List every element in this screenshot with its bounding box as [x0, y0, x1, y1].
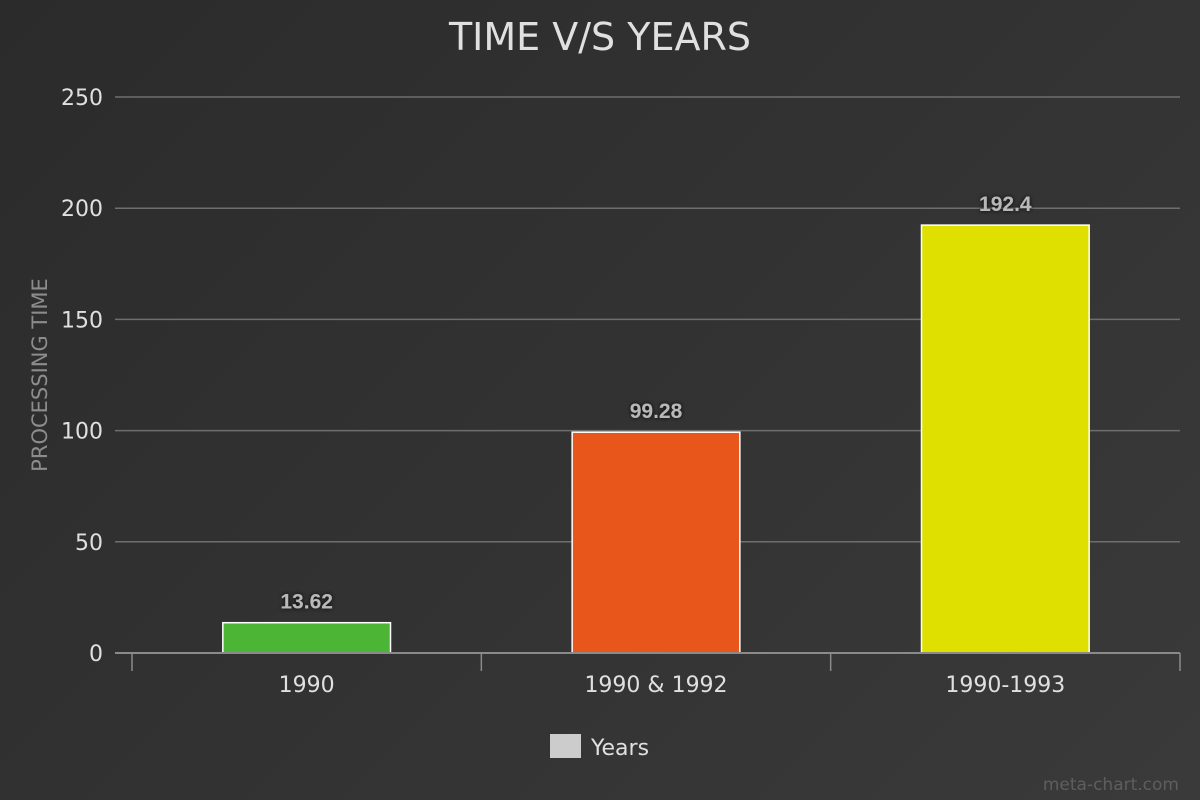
y-axis-label: PROCESSING TIME — [28, 278, 52, 472]
x-tick-label: 1990 & 1992 — [584, 673, 727, 698]
legend-label: Years — [590, 736, 649, 761]
y-tick-label: 150 — [61, 308, 103, 333]
bar[interactable] — [571, 431, 741, 654]
data-label: 13.62 — [280, 591, 333, 614]
y-axis-ticks: 0 50 100 150 200 250 — [61, 86, 103, 667]
credit-text[interactable]: meta-chart.com — [1043, 775, 1179, 795]
y-tick-label: 100 — [61, 420, 103, 445]
legend[interactable]: Years — [550, 734, 649, 761]
y-tick-label: 50 — [75, 531, 103, 556]
x-tick-label: 1990-1993 — [945, 673, 1065, 698]
y-tick-label: 250 — [61, 86, 103, 111]
legend-swatch — [550, 734, 581, 758]
bar[interactable] — [222, 621, 392, 654]
y-tick-label: 0 — [89, 642, 103, 667]
x-tick-label: 1990 — [279, 673, 335, 698]
chart-title: TIME V/S YEARS — [448, 15, 751, 59]
data-labels: 13.62 99.28 192.4 — [280, 193, 1032, 614]
data-label: 192.4 — [979, 193, 1032, 216]
bars — [222, 224, 1090, 654]
bar[interactable] — [920, 224, 1090, 654]
x-axis: 1990 1990 & 1992 1990-1993 — [115, 652, 1181, 698]
data-label: 99.28 — [630, 400, 683, 423]
y-tick-label: 200 — [61, 197, 103, 222]
